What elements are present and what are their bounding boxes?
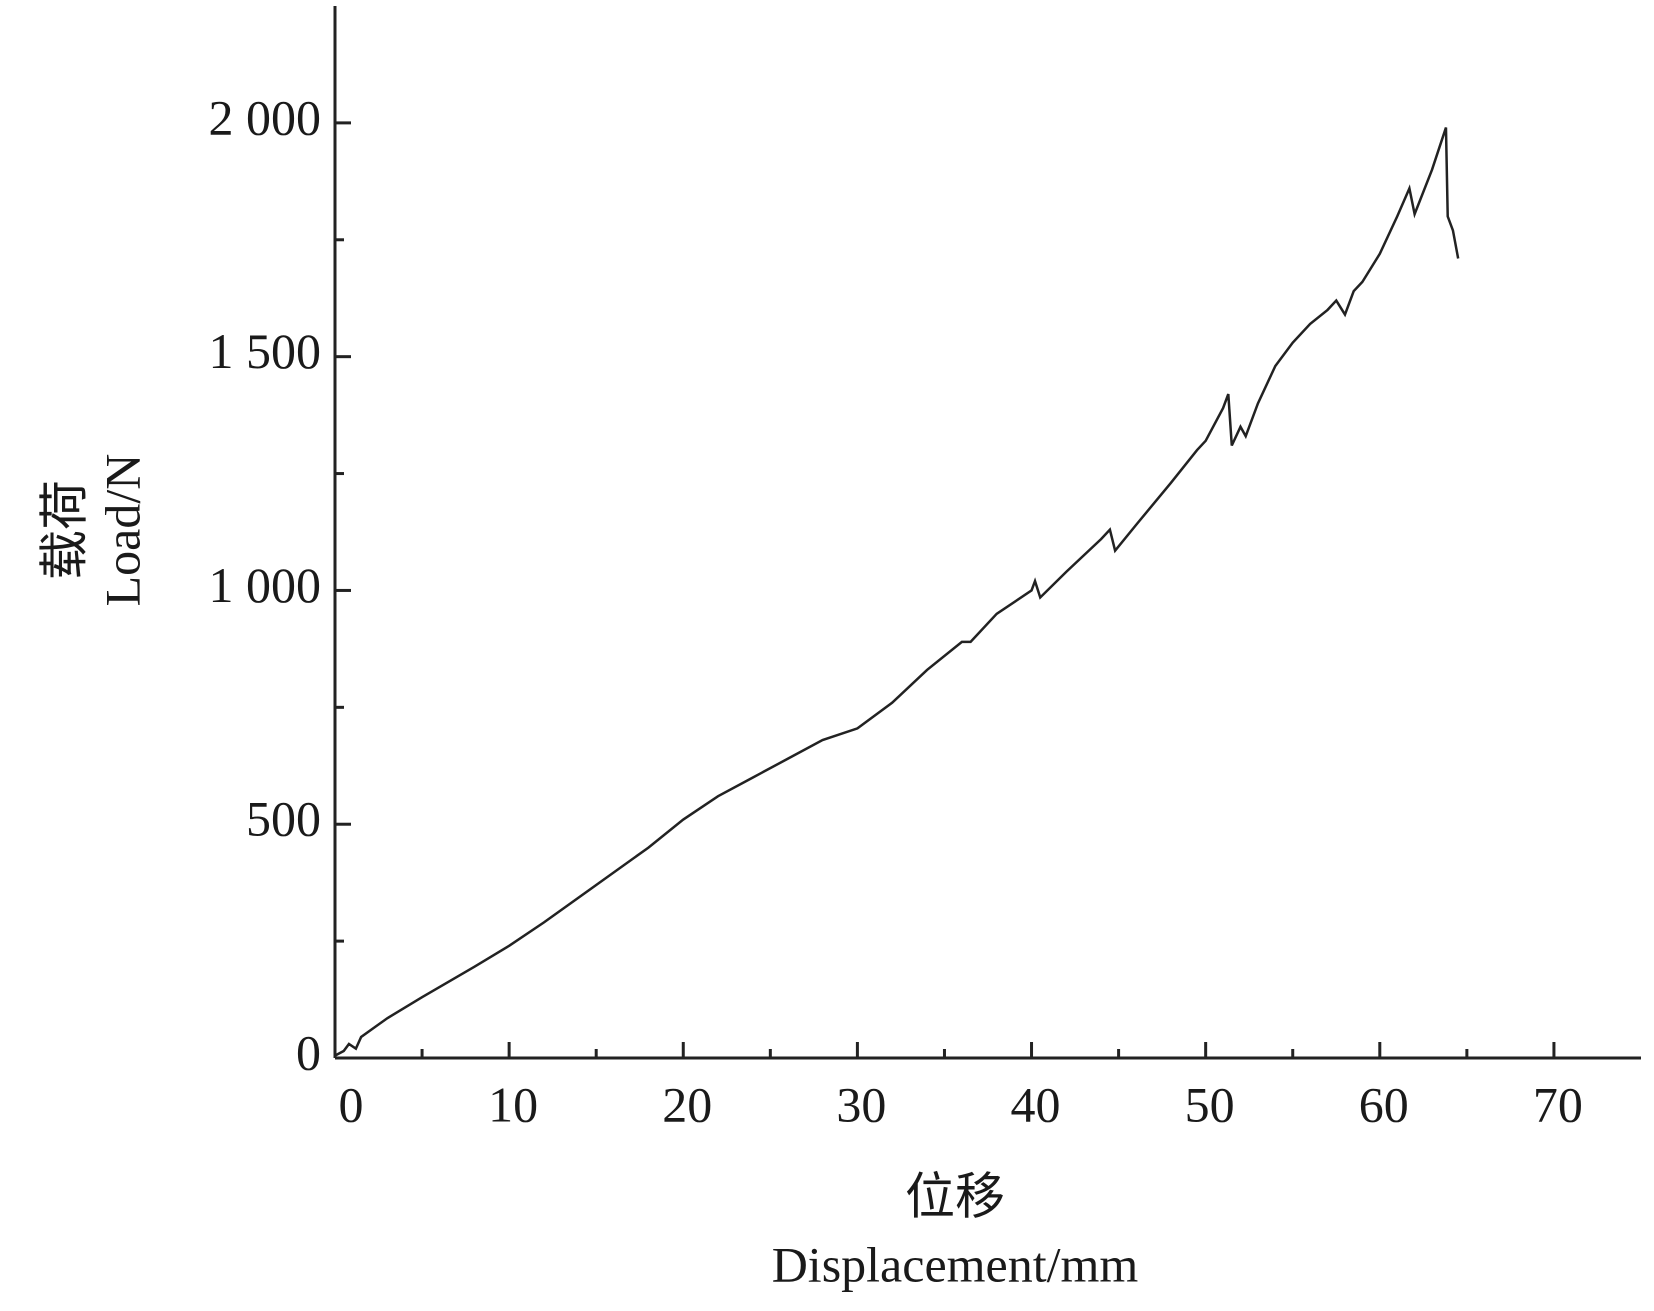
x-tick-label: 30 bbox=[836, 1076, 886, 1132]
x-tick-label: 20 bbox=[662, 1076, 712, 1132]
y-axis-title: Load/N bbox=[94, 454, 150, 607]
y-tick-label: 500 bbox=[246, 791, 321, 847]
y-tick-label: 1 000 bbox=[209, 557, 322, 613]
y-axis-title: 载荷 bbox=[36, 480, 92, 580]
y-tick-label: 1 500 bbox=[209, 323, 322, 379]
y-tick-label: 0 bbox=[296, 1024, 321, 1080]
x-tick-label: 0 bbox=[339, 1076, 364, 1132]
x-tick-label: 50 bbox=[1185, 1076, 1235, 1132]
x-tick-label: 40 bbox=[1011, 1076, 1061, 1132]
y-tick-label: 2 000 bbox=[209, 89, 322, 145]
x-tick-label: 60 bbox=[1359, 1076, 1409, 1132]
data-line bbox=[334, 127, 1460, 1057]
x-axis-title: 位移 bbox=[905, 1168, 1005, 1224]
x-tick-label: 10 bbox=[488, 1076, 538, 1132]
x-tick-label: 70 bbox=[1533, 1076, 1583, 1132]
x-axis-title: Displacement/mm bbox=[772, 1236, 1139, 1292]
